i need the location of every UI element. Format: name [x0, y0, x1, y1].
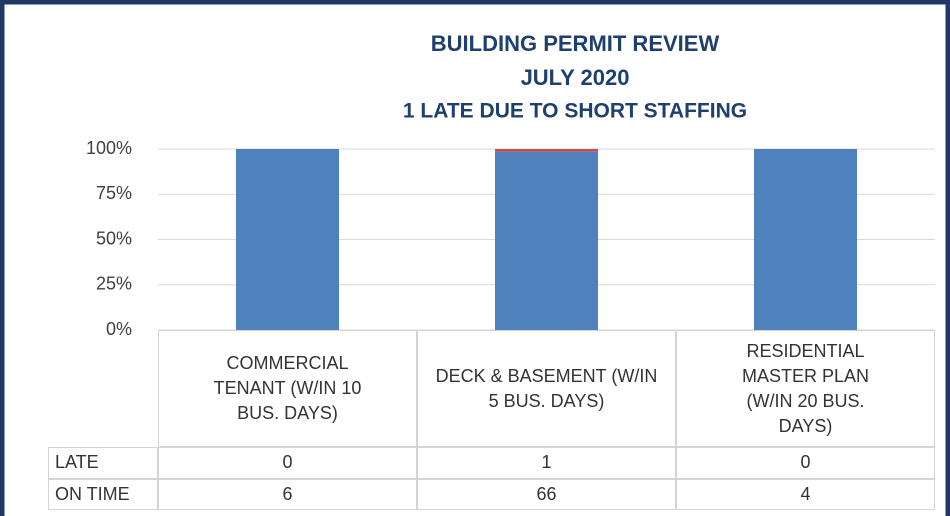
category-label: COMMERCIAL TENANT (W/IN 10 BUS. DAYS) [158, 330, 417, 447]
bar-segment [495, 149, 598, 152]
table-value: 66 [417, 478, 676, 510]
y-tick-label: 25% [96, 274, 132, 294]
legend-entry-text: ON TIME [55, 483, 130, 504]
category-label: RESIDENTIAL MASTER PLAN (W/IN 20 BUS. DA… [676, 330, 935, 447]
table-value-text: 0 [282, 452, 293, 473]
bar-segment [236, 149, 339, 330]
table-value-text: 0 [800, 452, 811, 473]
table-value: 6 [158, 478, 417, 510]
table-value-text: 4 [800, 483, 811, 504]
bar-segment [754, 149, 857, 330]
category-label-text: DECK & BASEMENT (W/IN 5 BUS. DAYS) [435, 365, 658, 411]
table-value-text: 6 [282, 483, 293, 504]
y-tick-label: 75% [96, 183, 132, 203]
chart-subtitle: JULY 2020 [521, 65, 630, 90]
y-tick-label: 0% [106, 319, 132, 339]
annotation: 1 LATE DUE TO SHORT STAFFING [403, 100, 747, 123]
y-tick-label: 100% [86, 138, 132, 158]
legend-entry: LATE [48, 447, 158, 479]
bar-segment [495, 151, 598, 330]
table-value-text: 1 [541, 452, 552, 473]
table-value: 4 [676, 478, 935, 510]
legend-entry-text: LATE [55, 452, 99, 473]
table-value: 0 [158, 447, 417, 479]
table-value: 0 [676, 447, 935, 479]
category-label: DECK & BASEMENT (W/IN 5 BUS. DAYS) [417, 330, 676, 447]
table-value-text: 66 [536, 483, 557, 504]
category-label-text: RESIDENTIAL MASTER PLAN (W/IN 20 BUS. DA… [741, 340, 870, 436]
category-label-text: COMMERCIAL TENANT (W/IN 10 BUS. DAYS) [213, 353, 362, 423]
legend-entry: ON TIME [48, 478, 158, 510]
chart-title: BUILDING PERMIT REVIEW [431, 31, 720, 56]
table-value: 1 [417, 447, 676, 479]
y-tick-label: 50% [96, 228, 132, 248]
